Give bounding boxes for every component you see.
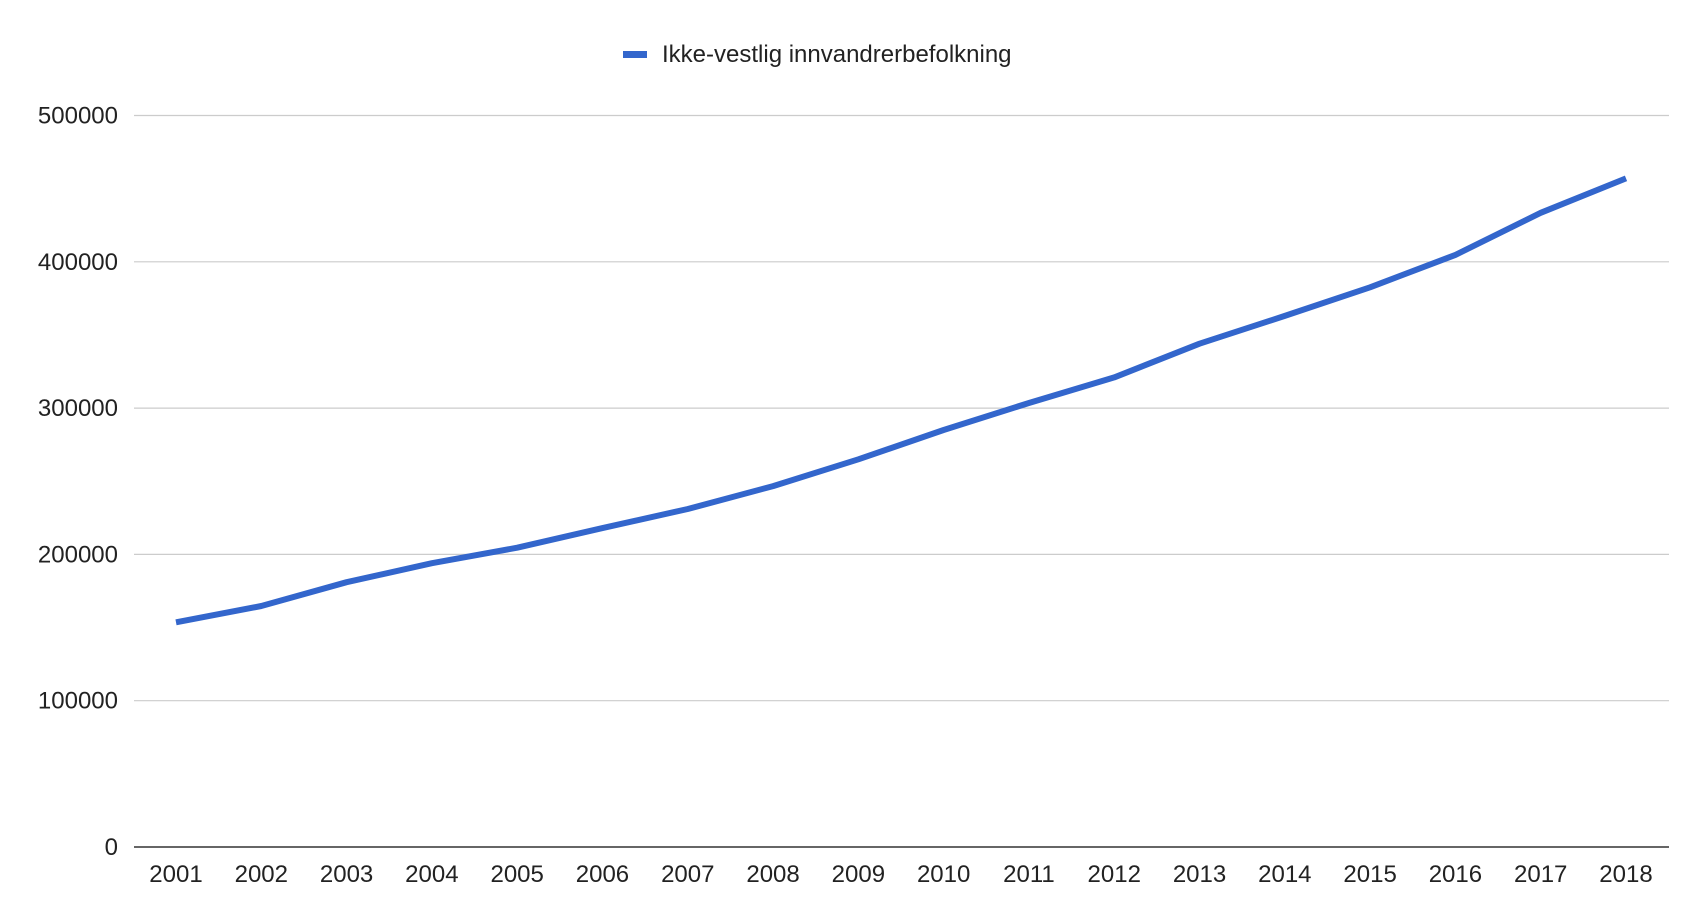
x-tick-label: 2011 xyxy=(1003,861,1055,888)
x-tick-label: 2018 xyxy=(1599,861,1652,888)
x-tick-label: 2014 xyxy=(1258,861,1311,888)
y-axis-ticks: 0 100000 200000 300000 400000 500000 xyxy=(38,103,118,862)
y-tick-label: 100000 xyxy=(38,688,118,715)
x-tick-label: 2002 xyxy=(235,861,288,888)
series-line xyxy=(175,175,1628,626)
x-tick-label: 2013 xyxy=(1173,861,1226,888)
y-tick-label: 0 xyxy=(105,834,118,861)
x-tick-label: 2012 xyxy=(1088,861,1141,888)
x-tick-label: 2016 xyxy=(1429,861,1482,888)
x-tick-label: 2009 xyxy=(832,861,885,888)
x-tick-label: 2003 xyxy=(320,861,373,888)
legend-swatch xyxy=(623,51,647,58)
x-tick-label: 2008 xyxy=(746,861,799,888)
y-tick-label: 200000 xyxy=(38,541,118,568)
x-tick-label: 2017 xyxy=(1514,861,1567,888)
x-tick-label: 2004 xyxy=(405,861,458,888)
legend: Ikke-vestlig innvandrerbefolkning xyxy=(623,41,1012,68)
gridlines xyxy=(134,114,1669,702)
x-tick-label: 2007 xyxy=(661,861,714,888)
y-tick-label: 400000 xyxy=(38,249,118,276)
x-tick-label: 2001 xyxy=(149,861,202,888)
x-tick-label: 2010 xyxy=(917,861,970,888)
x-tick-label: 2006 xyxy=(576,861,629,888)
legend-label: Ikke-vestlig innvandrerbefolkning xyxy=(662,41,1012,68)
x-tick-label: 2005 xyxy=(490,861,543,888)
y-tick-label: 500000 xyxy=(38,103,118,130)
x-axis-ticks: 2001 2002 2003 2004 2005 2006 2007 2008 2009 2010… xyxy=(149,861,1652,888)
x-tick-label: 2015 xyxy=(1343,861,1396,888)
y-tick-label: 300000 xyxy=(38,395,118,422)
